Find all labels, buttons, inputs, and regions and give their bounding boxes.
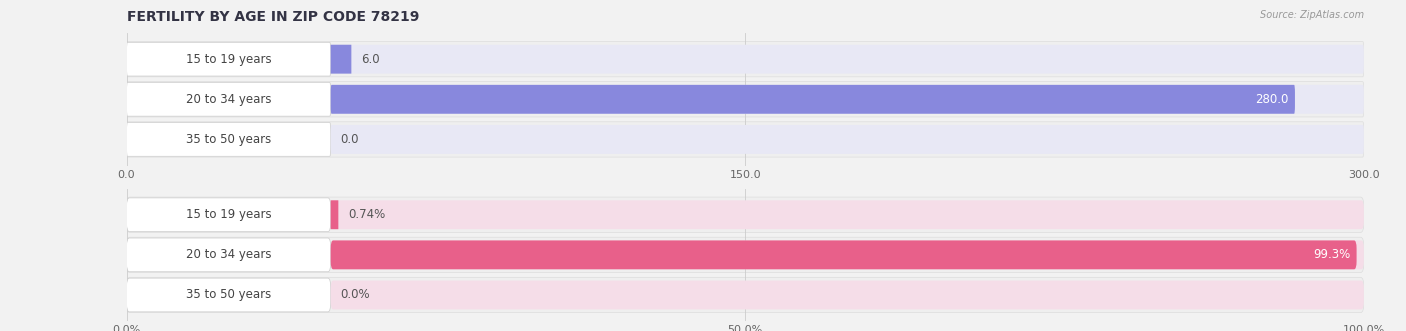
Text: FERTILITY BY AGE IN ZIP CODE 78219: FERTILITY BY AGE IN ZIP CODE 78219 xyxy=(127,10,419,24)
Text: 20 to 34 years: 20 to 34 years xyxy=(186,248,271,261)
Text: Source: ZipAtlas.com: Source: ZipAtlas.com xyxy=(1260,10,1364,20)
FancyBboxPatch shape xyxy=(330,125,1364,154)
FancyBboxPatch shape xyxy=(330,240,1357,269)
Text: 15 to 19 years: 15 to 19 years xyxy=(186,53,271,66)
FancyBboxPatch shape xyxy=(330,85,1295,114)
Text: 0.0: 0.0 xyxy=(340,133,359,146)
FancyBboxPatch shape xyxy=(127,122,1364,157)
FancyBboxPatch shape xyxy=(127,277,1364,313)
Text: 6.0: 6.0 xyxy=(361,53,380,66)
FancyBboxPatch shape xyxy=(127,238,330,272)
Text: 20 to 34 years: 20 to 34 years xyxy=(186,93,271,106)
FancyBboxPatch shape xyxy=(330,240,1364,269)
FancyBboxPatch shape xyxy=(127,82,330,116)
FancyBboxPatch shape xyxy=(330,45,1364,73)
FancyBboxPatch shape xyxy=(127,82,1364,117)
Text: 280.0: 280.0 xyxy=(1256,93,1289,106)
Text: 99.3%: 99.3% xyxy=(1313,248,1350,261)
FancyBboxPatch shape xyxy=(127,42,330,76)
FancyBboxPatch shape xyxy=(127,197,1364,232)
Text: 35 to 50 years: 35 to 50 years xyxy=(186,133,271,146)
Text: 35 to 50 years: 35 to 50 years xyxy=(186,289,271,302)
FancyBboxPatch shape xyxy=(330,85,1364,114)
FancyBboxPatch shape xyxy=(127,237,1364,272)
Text: 15 to 19 years: 15 to 19 years xyxy=(186,208,271,221)
FancyBboxPatch shape xyxy=(127,41,1364,77)
FancyBboxPatch shape xyxy=(127,122,330,156)
FancyBboxPatch shape xyxy=(330,200,1364,229)
Text: 0.74%: 0.74% xyxy=(349,208,385,221)
FancyBboxPatch shape xyxy=(127,198,330,232)
FancyBboxPatch shape xyxy=(330,45,352,73)
Text: 0.0%: 0.0% xyxy=(340,289,370,302)
FancyBboxPatch shape xyxy=(330,281,1364,309)
FancyBboxPatch shape xyxy=(330,200,339,229)
FancyBboxPatch shape xyxy=(127,278,330,312)
